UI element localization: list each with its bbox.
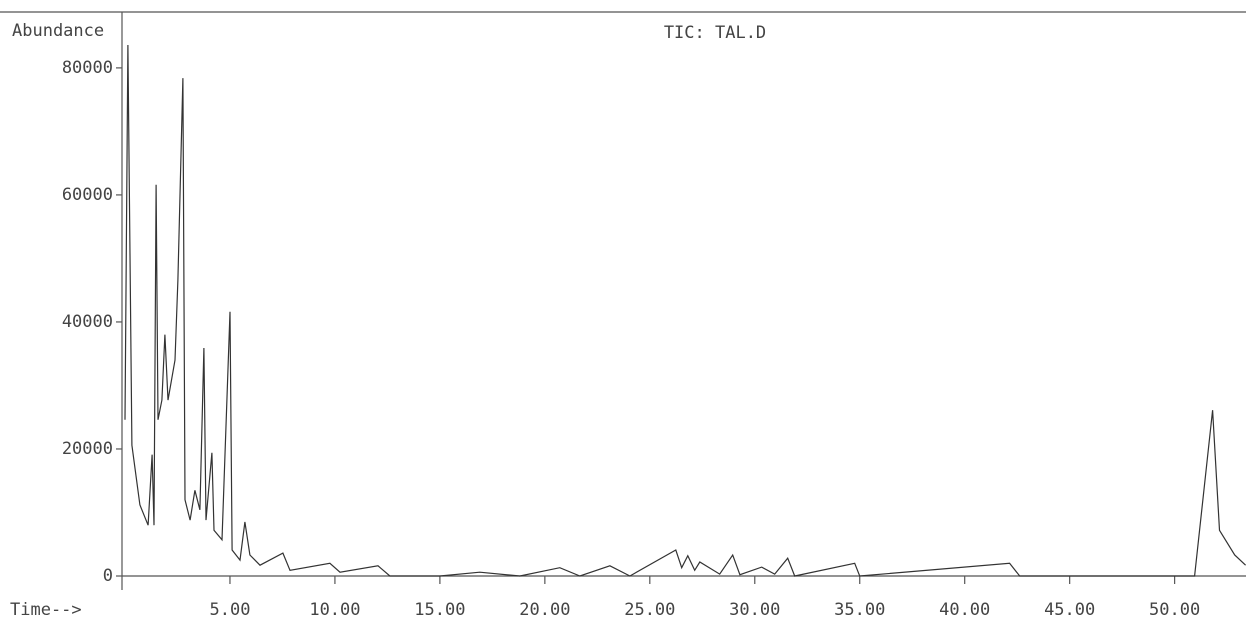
y-tick-label: 60000	[62, 185, 113, 205]
x-tick-label: 45.00	[1044, 600, 1095, 620]
x-tick-label: 40.00	[939, 600, 990, 620]
x-tick-label: 25.00	[624, 600, 675, 620]
x-tick-label: 35.00	[834, 600, 885, 620]
signal-line	[124, 44, 1246, 577]
x-tick-label: 50.00	[1149, 600, 1200, 620]
x-tick-label: 20.00	[519, 600, 570, 620]
x-tick-label: 15.00	[414, 600, 465, 620]
x-axis-label: Time-->	[10, 600, 82, 620]
y-tick-label: 0	[103, 566, 113, 586]
x-tick-label: 5.00	[209, 600, 250, 620]
chart-title: TIC: TAL.D	[664, 23, 766, 43]
y-tick-label: 20000	[62, 439, 113, 459]
y-tick-label: 40000	[62, 312, 113, 332]
x-tick-label: 30.00	[729, 600, 780, 620]
y-tick-label: 80000	[62, 58, 113, 78]
x-tick-label: 10.00	[309, 600, 360, 620]
y-axis-label: Abundance	[12, 21, 104, 41]
